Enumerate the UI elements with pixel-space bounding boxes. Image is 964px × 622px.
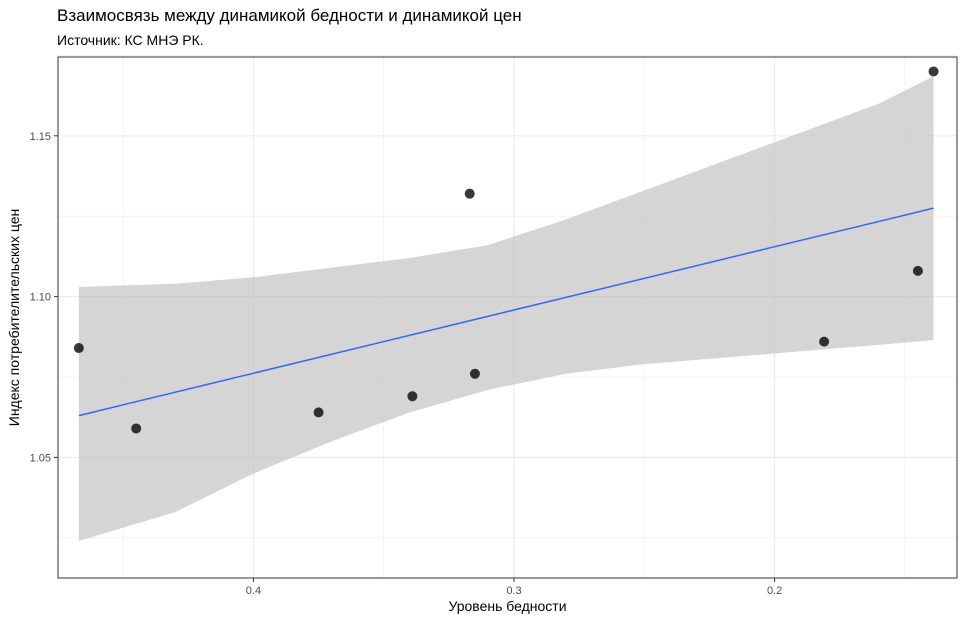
data-point: [313, 407, 324, 418]
confidence-band: [78, 76, 934, 542]
data-point: [464, 188, 475, 199]
data-point: [469, 368, 480, 379]
data-points: [73, 66, 939, 434]
data-point: [131, 423, 142, 434]
data-point: [928, 66, 939, 77]
y-axis: 1.05 1.10 1.15: [30, 131, 58, 464]
x-tick-label: 0.2: [767, 585, 782, 597]
x-tick-label: 0.3: [506, 585, 521, 597]
y-tick-label: 1.10: [30, 292, 51, 304]
x-axis: 0.4 0.3 0.2: [246, 578, 782, 597]
data-point: [912, 265, 923, 276]
data-point: [819, 336, 830, 347]
x-tick-label: 0.4: [246, 585, 261, 597]
chart-subtitle: Источник: КС МНЭ РК.: [57, 32, 204, 48]
y-axis-label: Индекс потребителительских цен: [6, 209, 22, 426]
chart-title: Взаимосвязь между динамикой бедности и д…: [57, 6, 522, 25]
data-point: [73, 343, 84, 354]
y-tick-label: 1.15: [30, 131, 51, 143]
x-axis-label: Уровень бедности: [448, 598, 566, 614]
regression-line: [78, 207, 934, 417]
data-point: [407, 391, 418, 402]
panel-border: [57, 56, 958, 579]
y-tick-label: 1.05: [30, 452, 51, 464]
